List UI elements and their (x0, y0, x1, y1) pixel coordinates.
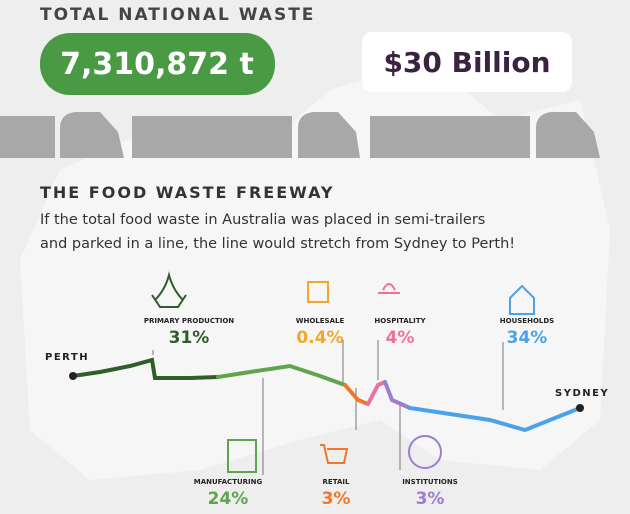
description: and parked in a line, the line would str… (40, 236, 515, 252)
tonnes: 7,310,872 t (60, 47, 254, 82)
title: TOTAL NATIONAL WASTE (40, 5, 315, 25)
sector-label: HOUSEHOLDS (500, 317, 554, 325)
map-shape (20, 60, 610, 480)
cost-box (362, 32, 572, 92)
route (71, 357, 582, 433)
sector-label: WHOLESALE (296, 317, 345, 325)
cost: $30 Billion (383, 46, 550, 79)
sector-share: 31% (169, 328, 210, 348)
sector-share: 24% (208, 489, 249, 509)
start-dot (69, 372, 77, 380)
description: If the total food waste in Australia was… (40, 212, 485, 228)
trucks (0, 112, 600, 158)
end-dot (576, 404, 584, 412)
sector-label: HOSPITALITY (374, 317, 426, 325)
leader-lines (152, 340, 504, 475)
sectors: PRIMARY PRODUCTION 31% WHOLESALE 0.4% HOSPIT… (144, 317, 554, 509)
sector-share: 3% (322, 489, 351, 509)
end-label: SYDNEY (555, 388, 609, 399)
icons (151, 271, 535, 473)
sector-share: 34% (507, 328, 548, 348)
start-label: PERTH (45, 352, 89, 363)
tonnes-pill (40, 33, 275, 95)
sector-label: PRIMARY PRODUCTION (144, 317, 234, 325)
sector-share: 3% (416, 489, 445, 509)
sector-share: 0.4% (296, 328, 343, 348)
sector-label: RETAIL (323, 478, 350, 486)
sector-share: 4% (386, 328, 415, 348)
section-title: THE FOOD WASTE FREEWAY (40, 183, 335, 202)
sector-label: INSTITUTIONS (402, 478, 458, 486)
sector-label: MANUFACTURING (194, 478, 263, 486)
